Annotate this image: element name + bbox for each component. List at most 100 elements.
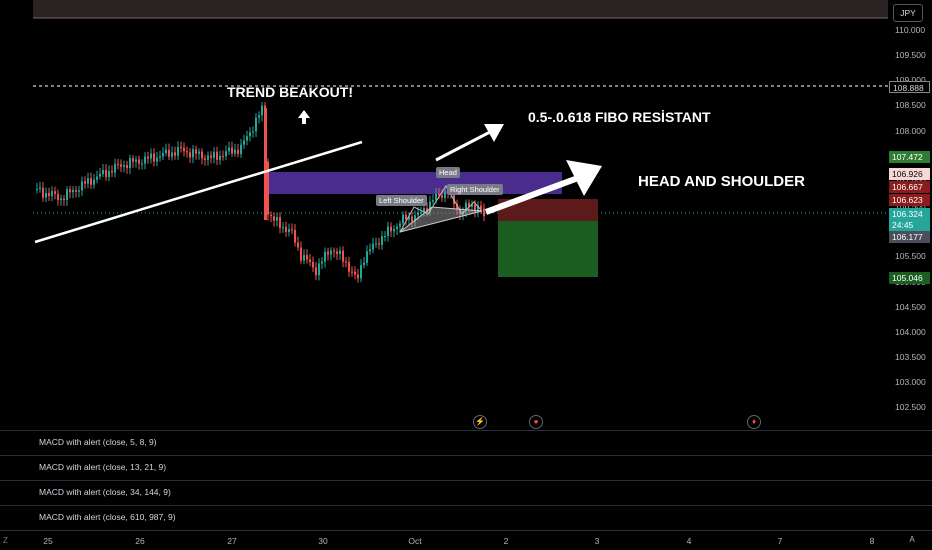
candle-body: [42, 187, 44, 198]
candle-body: [384, 236, 386, 238]
hs-pattern-line: [399, 185, 483, 233]
candle-body: [186, 151, 188, 153]
candle-body: [477, 205, 479, 212]
price-label-dashed-level: 108.888: [889, 81, 930, 93]
candle-body: [78, 190, 80, 192]
candle-body: [276, 217, 278, 221]
price-axis[interactable]: 110.000109.500109.000108.500108.000107.5…: [888, 0, 932, 430]
candle-body: [75, 190, 77, 192]
price-label-target: 105.046: [889, 272, 930, 284]
candle-body: [39, 187, 41, 189]
flag-event-icon-1[interactable]: ●: [529, 415, 543, 429]
candle-body: [120, 164, 122, 167]
price-label-gray-level: 106.177: [889, 231, 930, 243]
candle-body: [468, 202, 470, 207]
candle-body: [369, 249, 371, 252]
time-tick: 7: [777, 536, 783, 546]
candle-body: [474, 204, 476, 212]
candle-body: [387, 226, 389, 237]
candle-body: [249, 132, 251, 137]
profit-zone: [498, 221, 598, 277]
candle-body: [114, 164, 116, 173]
candle-body: [327, 251, 329, 255]
candle-body: [102, 169, 104, 174]
zoom-icon[interactable]: Z: [3, 536, 8, 545]
candle-body: [480, 205, 482, 209]
candle-body: [252, 131, 254, 133]
candle-body: [177, 147, 179, 156]
chart-area[interactable]: TREND BEAKOUT! 0.5-.0.618 FIBO RESİSTANT…: [0, 0, 888, 430]
candle-body: [225, 151, 227, 157]
indicator-pane[interactable]: MACD with alert (close, 34, 144, 9): [0, 480, 932, 505]
candle-body: [303, 255, 305, 261]
candle-body: [138, 159, 140, 164]
indicator-panes: MACD with alert (close, 5, 8, 9) MACD wi…: [0, 430, 932, 530]
candle-body: [258, 115, 260, 118]
candle-body: [180, 147, 182, 149]
trendline: [34, 140, 363, 244]
candle-body: [345, 261, 347, 263]
candle-body: [372, 243, 374, 250]
indicator-pane[interactable]: MACD with alert (close, 13, 21, 9): [0, 455, 932, 480]
candle-body: [306, 255, 308, 260]
candle-body: [405, 214, 407, 220]
indicator-label: MACD with alert (close, 610, 987, 9): [39, 512, 176, 522]
candle-body: [45, 193, 47, 198]
candle-body: [324, 251, 326, 262]
candle-body: [99, 173, 101, 177]
candle-body: [294, 230, 296, 243]
candle-body: [423, 208, 425, 213]
candle-body: [162, 153, 164, 157]
candle-body: [471, 204, 473, 207]
candle-body: [351, 271, 353, 273]
candle-body: [366, 251, 368, 263]
indicator-label: MACD with alert (close, 13, 21, 9): [39, 462, 167, 472]
candle-body: [117, 164, 119, 166]
candle-body: [129, 158, 131, 169]
candle-body: [426, 208, 428, 213]
candle-body: [261, 105, 263, 116]
flag-event-icon-2[interactable]: ♦: [747, 415, 761, 429]
time-tick: 8: [869, 536, 875, 546]
time-tick: 30: [318, 536, 328, 546]
candle-body: [357, 274, 359, 279]
time-tick: 4: [686, 536, 692, 546]
stop-zone: [498, 199, 598, 221]
currency-selector[interactable]: JPY: [893, 4, 923, 22]
candle-body: [72, 190, 74, 193]
time-tick: 27: [227, 536, 237, 546]
candle-body: [291, 229, 293, 231]
indicator-pane[interactable]: MACD with alert (close, 5, 8, 9): [0, 430, 932, 455]
candle-body: [267, 161, 269, 215]
time-tick: 3: [594, 536, 600, 546]
candle-body: [408, 216, 410, 220]
breakdown-candle: [264, 108, 267, 220]
indicator-label: MACD with alert (close, 5, 8, 9): [39, 437, 157, 447]
price-label-red-level-2: 106.623: [889, 194, 930, 206]
candle-body: [63, 198, 65, 201]
candle-body: [210, 155, 212, 158]
price-tick: 104.500: [895, 301, 926, 312]
candle-body: [354, 271, 356, 275]
candle-body: [363, 262, 365, 265]
indicator-pane[interactable]: MACD with alert (close, 610, 987, 9): [0, 505, 932, 530]
candle-body: [390, 226, 392, 232]
price-label-red-level-1: 106.667: [889, 181, 930, 193]
price-label-green-level: 107.472: [889, 151, 930, 163]
candle-body: [273, 216, 275, 221]
candle-body: [240, 144, 242, 154]
candle-body: [336, 251, 338, 255]
candle-body: [429, 201, 431, 213]
price-tick: 106.500: [895, 201, 926, 212]
price-tick: 108.500: [895, 100, 926, 111]
price-label-light-level: 106.926: [889, 168, 930, 180]
price-chart[interactable]: [0, 0, 888, 430]
candle-body: [378, 243, 380, 245]
price-tick: 107.000: [895, 176, 926, 186]
candle-body: [216, 151, 218, 160]
candle-body: [159, 156, 161, 158]
price-tick: 104.000: [895, 326, 926, 337]
auto-scale-icon[interactable]: A: [909, 535, 915, 544]
lightning-event-icon[interactable]: ⚡: [473, 415, 487, 429]
time-axis[interactable]: 25 26 27 30 Oct 2 3 4 7 8: [0, 530, 932, 550]
